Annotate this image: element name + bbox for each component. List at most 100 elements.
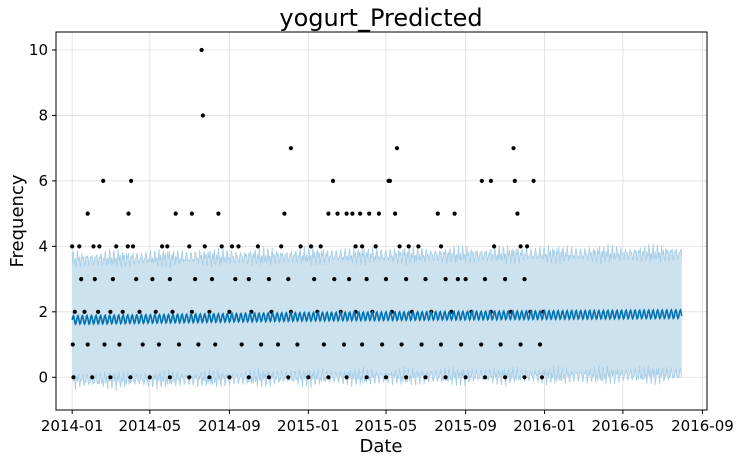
observed-point xyxy=(193,277,198,282)
x-axis: 2014-01 2014-05 2014-09 2015-01 2015-05 2015-… xyxy=(41,410,734,435)
observed-point xyxy=(341,342,347,347)
observed-point xyxy=(200,113,205,118)
observed-point xyxy=(209,277,215,282)
observed-point xyxy=(438,342,444,347)
observed-point xyxy=(344,211,349,216)
observed-point xyxy=(406,244,411,249)
observed-point xyxy=(455,277,460,282)
observed-point xyxy=(288,146,293,151)
observed-point xyxy=(110,277,115,282)
observed-point xyxy=(515,211,520,216)
observed-point xyxy=(96,309,101,314)
observed-point xyxy=(347,277,352,282)
observed-point xyxy=(207,309,212,314)
observed-point xyxy=(312,277,317,282)
observed-point xyxy=(321,342,326,347)
observed-point xyxy=(423,277,428,282)
observed-point xyxy=(167,375,172,380)
observed-point xyxy=(160,244,165,249)
observed-point xyxy=(518,342,523,347)
observed-point xyxy=(125,244,130,249)
observed-point xyxy=(353,244,358,249)
observed-point xyxy=(85,342,90,347)
observed-point xyxy=(360,342,365,347)
observed-point xyxy=(117,342,122,347)
observed-point xyxy=(176,342,182,347)
observed-points xyxy=(70,47,546,380)
observed-point xyxy=(482,277,488,282)
observed-point xyxy=(531,178,536,183)
observed-point xyxy=(275,342,281,347)
observed-point xyxy=(246,277,251,282)
x-tick-label: 2016-05 xyxy=(592,417,655,435)
observed-point xyxy=(537,342,543,347)
observed-point xyxy=(404,375,409,380)
observed-point xyxy=(539,375,545,380)
x-tick-label: 2016-01 xyxy=(513,417,576,435)
observed-point xyxy=(255,244,260,249)
observed-point xyxy=(170,309,175,314)
observed-point xyxy=(394,146,400,151)
observed-point xyxy=(102,342,107,347)
observed-point xyxy=(196,342,201,347)
observed-point xyxy=(295,342,300,347)
observed-point xyxy=(286,277,291,282)
observed-point xyxy=(518,244,523,249)
observed-point xyxy=(156,342,161,347)
observed-point xyxy=(130,244,136,249)
x-tick-label: 2016-09 xyxy=(671,417,734,435)
observed-point xyxy=(350,211,355,216)
observed-point xyxy=(85,211,90,216)
observed-point xyxy=(219,244,224,249)
x-axis-label: Date xyxy=(359,436,402,457)
observed-point xyxy=(404,277,409,282)
observed-point xyxy=(326,375,331,380)
observed-point xyxy=(492,244,497,249)
observed-point xyxy=(129,178,134,183)
y-tick-label: 6 xyxy=(38,172,48,190)
observed-point xyxy=(173,211,178,216)
observed-point xyxy=(318,244,323,249)
observed-point xyxy=(207,375,212,380)
observed-point xyxy=(189,211,194,216)
observed-point xyxy=(114,244,119,249)
observed-point xyxy=(435,211,440,216)
observed-point xyxy=(229,244,235,249)
observed-point xyxy=(187,375,192,380)
observed-point xyxy=(227,375,232,380)
y-axis: 0 2 4 6 8 10 xyxy=(29,41,56,386)
x-tick-label: 2014-01 xyxy=(41,417,104,435)
observed-point xyxy=(498,342,503,347)
observed-point xyxy=(213,342,218,347)
observed-point xyxy=(236,244,241,249)
observed-point xyxy=(399,342,404,347)
observed-point xyxy=(92,277,97,282)
y-tick-label: 8 xyxy=(38,106,48,124)
observed-point xyxy=(306,375,311,380)
observed-point xyxy=(479,178,484,183)
observed-point xyxy=(189,309,194,314)
uncertainty-area xyxy=(72,243,682,391)
observed-point xyxy=(202,244,207,249)
observed-point xyxy=(126,211,131,216)
observed-point xyxy=(397,244,402,249)
forecast-yhat-line xyxy=(71,308,683,326)
observed-point xyxy=(108,309,113,314)
y-tick-label: 0 xyxy=(38,368,48,386)
observed-point xyxy=(479,342,484,347)
x-tick-label: 2015-05 xyxy=(355,417,418,435)
observed-point xyxy=(443,277,448,282)
observed-point xyxy=(511,146,516,151)
observed-point xyxy=(91,244,96,249)
observed-point xyxy=(423,375,428,380)
observed-point xyxy=(443,375,448,380)
observed-point xyxy=(463,375,468,380)
observed-point xyxy=(383,277,389,282)
observed-point xyxy=(286,375,291,380)
observed-point xyxy=(380,342,385,347)
observed-point xyxy=(459,342,464,347)
observed-point xyxy=(97,244,102,249)
y-tick-label: 2 xyxy=(38,303,48,321)
observed-point xyxy=(282,211,287,216)
observed-point xyxy=(525,244,530,249)
